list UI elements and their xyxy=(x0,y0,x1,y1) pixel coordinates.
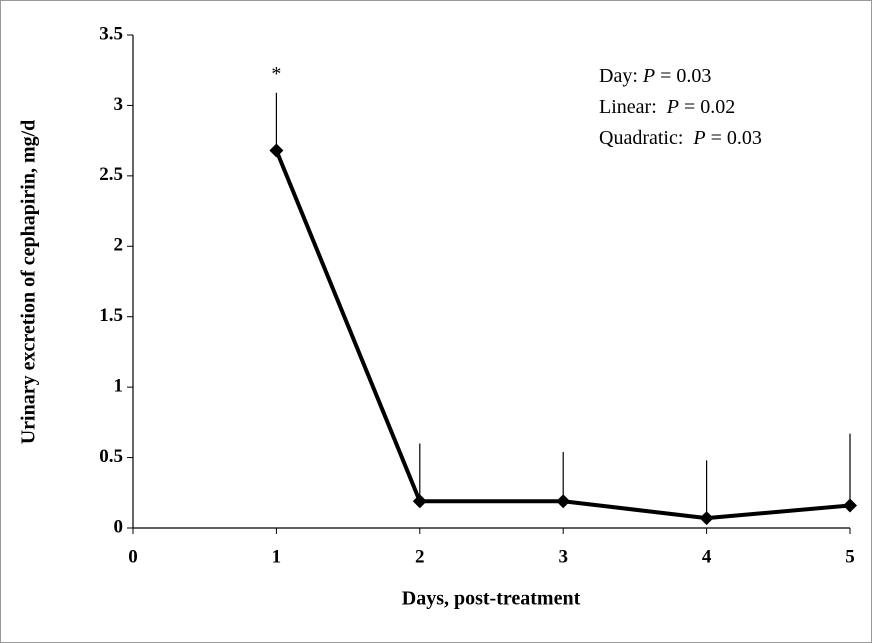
x-axis-title: Days, post-treatment xyxy=(402,588,581,610)
data-point xyxy=(843,498,857,513)
annotation-part: Quadratic: xyxy=(599,127,693,149)
y-tick-label: 2 xyxy=(114,235,124,256)
y-tick-label: 1.5 xyxy=(99,305,123,326)
annotation-part: P xyxy=(666,96,679,118)
y-tick-label: 3.5 xyxy=(99,23,123,44)
y-tick-label: 1 xyxy=(114,376,124,397)
x-tick-label: 4 xyxy=(702,546,712,567)
annotation: Quadratic: P = 0.03 xyxy=(599,127,762,149)
annotation: Day: P = 0.03 xyxy=(599,65,711,87)
annotation: Linear: P = 0.02 xyxy=(599,96,735,118)
y-tick-label: 0 xyxy=(114,516,124,537)
annotation-part: P xyxy=(692,127,705,149)
annotation-part: = 0.03 xyxy=(655,65,711,87)
y-tick-label: 2.5 xyxy=(99,164,123,185)
x-tick-label: 0 xyxy=(128,546,138,567)
annotation-part: Linear: xyxy=(599,96,667,118)
annotation-part: = 0.03 xyxy=(706,127,762,149)
x-tick-label: 5 xyxy=(845,546,855,567)
y-tick-label: 3 xyxy=(114,94,124,115)
data-point xyxy=(412,494,427,509)
x-tick-label: 3 xyxy=(558,546,568,567)
annotation-part: Day: xyxy=(599,65,643,87)
x-tick-label: 1 xyxy=(272,546,282,567)
y-axis-title: Urinary excretion of cephapirin, mg/d xyxy=(18,120,40,445)
annotation: * xyxy=(271,63,281,85)
annotation-part: P xyxy=(642,65,655,87)
x-tick-label: 2 xyxy=(415,546,425,567)
y-tick-label: 0.5 xyxy=(99,446,123,467)
data-point xyxy=(556,494,571,509)
data-point xyxy=(269,143,284,158)
annotation-part: = 0.02 xyxy=(679,96,735,118)
data-point xyxy=(699,511,714,526)
